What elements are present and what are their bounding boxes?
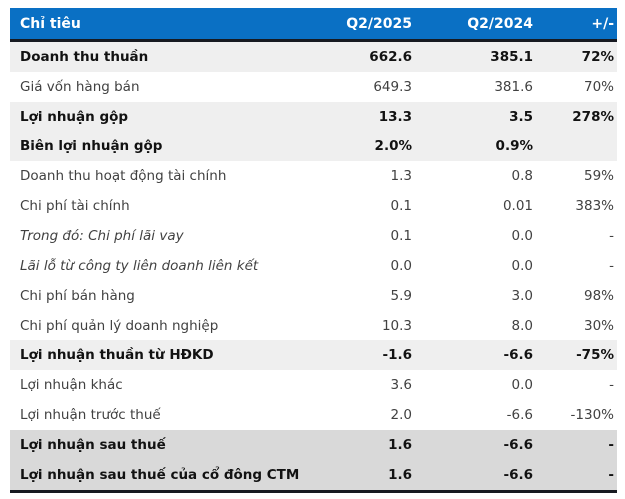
cell-q2-2025: 1.6 — [310, 459, 415, 492]
cell-change — [536, 131, 617, 162]
cell-change: 278% — [536, 101, 617, 132]
cell-q2-2024: 381.6 — [494, 78, 533, 95]
table-row: Chi phí bán hàng 5.9 3.0 98% — [10, 281, 617, 311]
cell-q2-2024: 3.5 — [415, 101, 536, 132]
row-label: Lãi lỗ từ công ty liên doanh liên kết — [20, 257, 259, 274]
cell-change: - — [609, 227, 614, 244]
cell-q2-2024: 0.0 — [511, 377, 533, 394]
cell-change: - — [536, 429, 617, 460]
cell-q2-2024: 0.0 — [511, 227, 533, 244]
row-label: Chi phí tài chính — [20, 198, 130, 215]
cell-q2-2024: -6.6 — [415, 459, 536, 492]
cell-q2-2024: 0.01 — [502, 198, 533, 215]
column-header-q2-2025: Q2/2025 — [310, 8, 415, 42]
row-label: Lợi nhuận gộp — [10, 101, 310, 132]
table-row: Doanh thu hoạt động tài chính 1.3 0.8 59% — [10, 161, 617, 191]
cell-q2-2025: 10.3 — [381, 317, 412, 334]
row-label: Trong đó: Chi phí lãi vay — [20, 227, 184, 244]
cell-change: 59% — [583, 168, 614, 185]
financial-results-table-container: Chỉ tiêu Q2/2025 Q2/2024 +/- Doanh thu t… — [10, 8, 617, 493]
cell-q2-2025: -1.6 — [310, 340, 415, 371]
cell-q2-2024: -6.6 — [506, 407, 533, 424]
cell-q2-2024: 385.1 — [415, 40, 536, 72]
table-row: Trong đó: Chi phí lãi vay 0.1 0.0 - — [10, 221, 617, 251]
cell-q2-2025: 1.6 — [310, 429, 415, 460]
table-row: Lãi lỗ từ công ty liên doanh liên kết 0.0… — [10, 251, 617, 281]
table-body: Doanh thu thuần 662.6 385.1 72% Giá vốn hàng… — [10, 40, 617, 492]
row-label: Chi phí bán hàng — [20, 287, 135, 304]
table-row: Doanh thu thuần 662.6 385.1 72% — [10, 40, 617, 72]
cell-q2-2025: 5.9 — [390, 287, 412, 304]
header-row: Chỉ tiêu Q2/2025 Q2/2024 +/- — [10, 8, 617, 42]
cell-q2-2024: -6.6 — [415, 340, 536, 371]
row-label: Lợi nhuận trước thuế — [20, 407, 161, 424]
cell-q2-2024: 0.0 — [511, 257, 533, 274]
cell-q2-2024: 8.0 — [511, 317, 533, 334]
cell-change: 98% — [583, 287, 614, 304]
cell-q2-2024: 3.0 — [511, 287, 533, 304]
column-header-chi-tieu: Chỉ tiêu — [10, 8, 310, 42]
financial-table: Chỉ tiêu Q2/2025 Q2/2024 +/- Doanh thu t… — [10, 8, 617, 493]
cell-q2-2025: 662.6 — [310, 40, 415, 72]
cell-change: - — [609, 377, 614, 394]
row-label: Lợi nhuận sau thuế — [10, 429, 310, 460]
table-row: Chi phí quản lý doanh nghiệp 10.3 8.0 30% — [10, 311, 617, 341]
cell-q2-2024: 0.9% — [415, 131, 536, 162]
cell-change: 383% — [575, 198, 614, 215]
cell-q2-2025: 649.3 — [373, 78, 412, 95]
table-row: Giá vốn hàng bán 649.3 381.6 70% — [10, 72, 617, 102]
cell-change: 30% — [583, 317, 614, 334]
row-label: Lợi nhuận sau thuế của cổ đông CTM — [10, 459, 310, 492]
cell-change: -75% — [536, 340, 617, 371]
row-label: Lợi nhuận thuần từ HĐKD — [10, 340, 310, 371]
table-row: Chi phí tài chính 0.1 0.01 383% — [10, 191, 617, 221]
table-row: Lợi nhuận sau thuế của cổ đông CTM 1.6 -6.… — [10, 459, 617, 492]
row-label: Lợi nhuận khác — [20, 377, 123, 394]
cell-q2-2025: 2.0% — [310, 131, 415, 162]
cell-change: -130% — [570, 407, 614, 424]
column-header-q2-2024: Q2/2024 — [415, 8, 536, 42]
row-label: Doanh thu thuần — [10, 40, 310, 72]
cell-change: - — [609, 257, 614, 274]
cell-change: 70% — [583, 78, 614, 95]
cell-q2-2025: 3.6 — [390, 377, 412, 394]
table-row: Lợi nhuận gộp 13.3 3.5 278% — [10, 101, 617, 132]
cell-q2-2024: 0.8 — [511, 168, 533, 185]
cell-q2-2025: 1.3 — [390, 168, 412, 185]
cell-q2-2025: 2.0 — [390, 407, 412, 424]
cell-q2-2025: 0.0 — [390, 257, 412, 274]
table-header: Chỉ tiêu Q2/2025 Q2/2024 +/- — [10, 8, 617, 42]
cell-q2-2025: 13.3 — [310, 101, 415, 132]
cell-change: - — [536, 459, 617, 492]
cell-q2-2025: 0.1 — [390, 227, 412, 244]
column-header-change: +/- — [536, 8, 617, 42]
cell-change: 72% — [536, 40, 617, 72]
row-label: Biên lợi nhuận gộp — [10, 131, 310, 162]
table-row: Lợi nhuận khác 3.6 0.0 - — [10, 370, 617, 400]
table-row: Lợi nhuận sau thuế 1.6 -6.6- — [10, 429, 617, 460]
table-row: Lợi nhuận thuần từ HĐKD -1.6 -6.6 -75% — [10, 340, 617, 371]
cell-q2-2025: 0.1 — [390, 198, 412, 215]
row-label: Giá vốn hàng bán — [20, 78, 140, 95]
table-row: Biên lợi nhuận gộp 2.0% 0.9% — [10, 131, 617, 162]
cell-q2-2024: -6.6 — [415, 429, 536, 460]
row-label: Chi phí quản lý doanh nghiệp — [20, 317, 219, 334]
row-label: Doanh thu hoạt động tài chính — [20, 168, 227, 185]
table-row: Lợi nhuận trước thuế 2.0 -6.6 -130% — [10, 400, 617, 430]
